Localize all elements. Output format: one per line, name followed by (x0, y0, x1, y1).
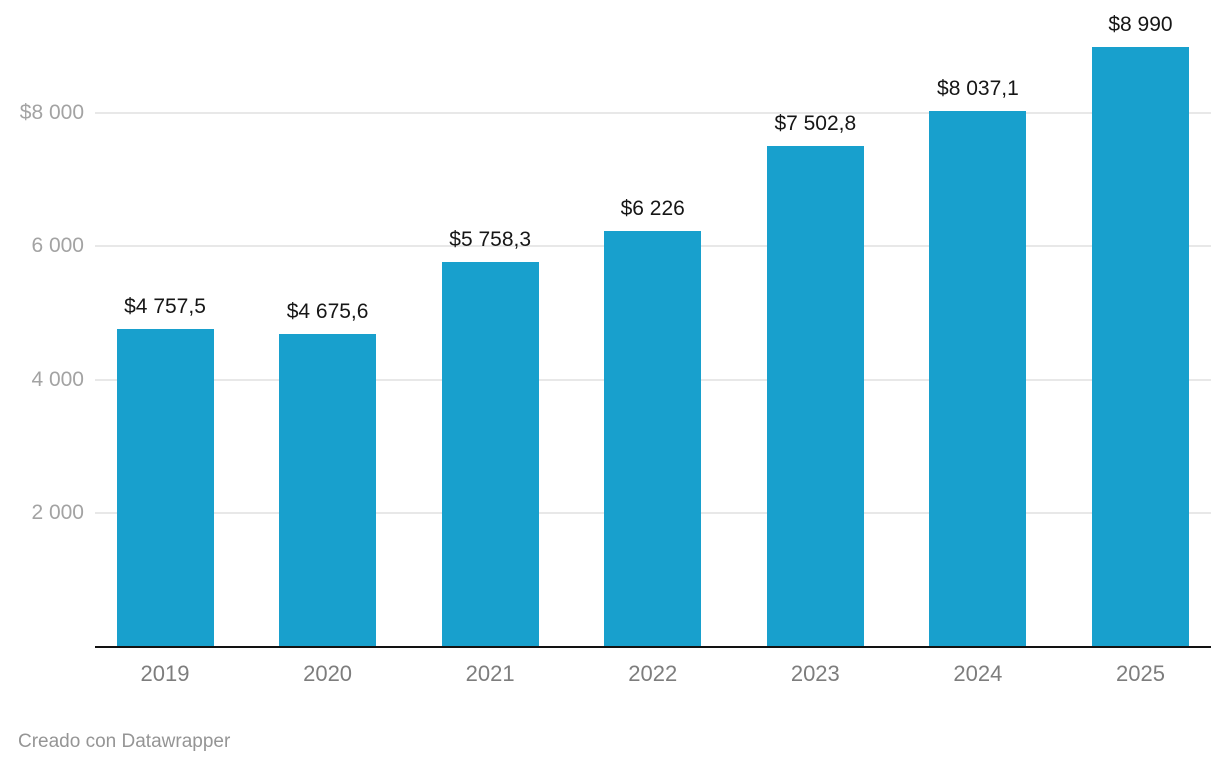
value-label-2023: $7 502,8 (774, 112, 857, 136)
y-axis-tick-label: 4 000 (31, 367, 84, 391)
bar-2020[interactable] (279, 334, 377, 648)
x-axis-tick-label-2019: 2019 (140, 661, 190, 686)
bar-2021[interactable] (441, 262, 539, 648)
x-axis-tick-label-2023: 2023 (790, 661, 840, 686)
bar-2024[interactable] (929, 110, 1027, 648)
gridline-8000 (95, 112, 1211, 114)
value-label-2021: $5 758,3 (449, 228, 532, 252)
value-label-2024: $8 037,1 (937, 76, 1019, 100)
y-axis-tick-label: 2 000 (31, 500, 84, 524)
datawrapper-credit-link[interactable]: Creado con Datawrapper (18, 731, 231, 752)
x-axis-tick-label-2022: 2022 (628, 661, 678, 686)
y-axis-tick-label: $8 000 (19, 101, 84, 124)
value-label-2022: $6 226 (620, 197, 685, 221)
bar-2025[interactable] (1091, 47, 1189, 648)
value-label-2025: $8 990 (1108, 13, 1173, 37)
bar-2023[interactable] (766, 146, 864, 648)
value-label-2020: $4 675,6 (286, 300, 369, 324)
x-axis-tick-label-2020: 2020 (303, 661, 353, 686)
bar-2019[interactable] (116, 329, 214, 648)
value-label-2019: $4 757,5 (124, 295, 206, 319)
chart-footer: Creado con Datawrapper (18, 731, 230, 753)
bar-2022[interactable] (604, 231, 702, 648)
x-axis-line (95, 646, 1211, 648)
y-axis-tick-label: 6 000 (31, 234, 84, 258)
x-axis-tick-label-2024: 2024 (953, 661, 1003, 686)
x-axis-tick-label-2025: 2025 (1115, 661, 1165, 686)
x-axis-tick-label-2021: 2021 (465, 661, 515, 686)
